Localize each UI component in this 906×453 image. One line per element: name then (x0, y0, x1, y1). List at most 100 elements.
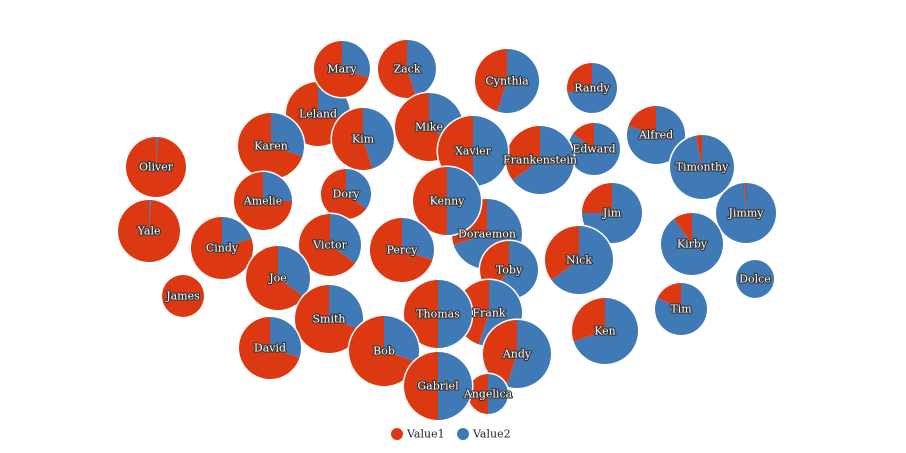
node-amelie[interactable] (232, 170, 294, 232)
slice-value1[interactable] (482, 320, 517, 387)
slice-value1[interactable] (572, 298, 605, 342)
node-label-thomas: Thomas (416, 308, 460, 321)
node-oliver[interactable] (124, 135, 188, 199)
slice-value2[interactable] (627, 106, 686, 164)
node-nick[interactable] (543, 224, 615, 296)
node-joe[interactable] (244, 244, 312, 312)
slice-value1[interactable] (162, 275, 204, 317)
slice-value1[interactable] (118, 200, 181, 262)
slice-value1[interactable] (295, 285, 362, 353)
slice-value2[interactable] (363, 108, 394, 169)
slice-value2[interactable] (438, 280, 472, 348)
node-zack[interactable] (376, 38, 438, 100)
slice-value1[interactable] (696, 135, 702, 167)
slice-value2[interactable] (263, 172, 292, 201)
slice-value2[interactable] (497, 49, 540, 113)
slice-value1[interactable] (313, 41, 369, 97)
node-cindy[interactable] (189, 215, 255, 281)
slice-value2[interactable] (473, 116, 508, 186)
slice-value1[interactable] (572, 123, 594, 149)
slice-value2[interactable] (551, 226, 613, 295)
slice-value1[interactable] (544, 226, 579, 280)
slice-value2[interactable] (271, 113, 304, 157)
slice-value2[interactable] (670, 135, 735, 199)
slice-value2[interactable] (278, 246, 311, 297)
slice-value1[interactable] (475, 49, 507, 112)
node-randy[interactable] (565, 61, 619, 115)
slice-value2[interactable] (346, 169, 372, 209)
node-andy[interactable] (481, 318, 553, 390)
node-karen[interactable] (236, 111, 306, 181)
node-yale[interactable] (116, 198, 182, 264)
slice-value1[interactable] (246, 246, 304, 310)
slice-value1[interactable] (744, 183, 746, 213)
slice-value1[interactable] (321, 169, 367, 219)
legend-item-value2[interactable]: Value2 (457, 428, 511, 441)
slice-value2[interactable] (329, 285, 364, 330)
node-ken[interactable] (570, 296, 640, 366)
slice-value2[interactable] (342, 41, 370, 78)
node-cynthia[interactable] (473, 47, 541, 115)
node-dolce[interactable] (734, 258, 776, 300)
node-victor[interactable] (297, 212, 363, 278)
slice-value2[interactable] (654, 283, 707, 336)
slice-value1[interactable] (349, 316, 418, 386)
slice-value2[interactable] (488, 374, 508, 414)
node-dory[interactable] (319, 167, 373, 221)
slice-value1[interactable] (506, 126, 540, 180)
slice-value2[interactable] (270, 317, 301, 358)
slice-value2[interactable] (716, 182, 777, 244)
node-frankenstein[interactable] (504, 124, 576, 196)
slice-value2[interactable] (736, 260, 774, 298)
node-david[interactable] (237, 315, 303, 381)
slice-value1[interactable] (413, 167, 447, 235)
slice-value1[interactable] (369, 218, 433, 283)
node-edward[interactable] (566, 121, 622, 177)
slice-value2[interactable] (567, 63, 617, 113)
slice-value2[interactable] (402, 218, 434, 260)
node-percy[interactable] (368, 216, 436, 284)
node-smith[interactable] (293, 283, 365, 355)
node-timonthy[interactable] (668, 133, 736, 201)
slice-value2[interactable] (512, 126, 574, 194)
node-mary[interactable] (312, 39, 372, 99)
slice-value2[interactable] (149, 200, 151, 231)
slice-value2[interactable] (222, 217, 252, 248)
slice-value2[interactable] (407, 40, 436, 97)
node-kenny[interactable] (411, 165, 483, 237)
slice-value2[interactable] (330, 214, 361, 264)
slice-value2[interactable] (447, 167, 481, 235)
slice-value1[interactable] (628, 106, 656, 135)
slice-value1[interactable] (582, 183, 612, 213)
node-kirby[interactable] (659, 211, 725, 277)
slice-value1[interactable] (377, 40, 416, 98)
slice-value1[interactable] (238, 317, 300, 379)
node-bob[interactable] (347, 314, 421, 388)
slice-value1[interactable] (404, 352, 438, 420)
node-alfred[interactable] (625, 104, 687, 166)
slice-value2[interactable] (568, 123, 621, 176)
node-jimmy[interactable] (714, 181, 778, 245)
node-gabriel[interactable] (402, 350, 474, 422)
slice-value2[interactable] (661, 213, 724, 275)
slice-value2[interactable] (384, 316, 420, 362)
node-label-dory: Dory (333, 188, 361, 201)
slice-value1[interactable] (657, 283, 681, 309)
node-jim[interactable] (580, 181, 644, 245)
node-kim[interactable] (330, 106, 396, 172)
slice-value1[interactable] (125, 137, 186, 198)
slice-value2[interactable] (438, 352, 472, 420)
slice-value1[interactable] (234, 172, 292, 230)
slice-value1[interactable] (298, 214, 356, 276)
slice-value2[interactable] (573, 298, 639, 364)
slice-value1[interactable] (673, 213, 692, 244)
slice-value1[interactable] (237, 113, 303, 179)
slice-value2[interactable] (506, 320, 551, 388)
slice-value2[interactable] (156, 137, 158, 167)
slice-value1[interactable] (331, 108, 373, 171)
node-tim[interactable] (653, 281, 709, 337)
slice-value1[interactable] (190, 216, 253, 279)
legend-item-value1[interactable]: Value1 (391, 428, 445, 441)
slice-value1[interactable] (566, 62, 592, 93)
node-james[interactable] (160, 273, 206, 319)
